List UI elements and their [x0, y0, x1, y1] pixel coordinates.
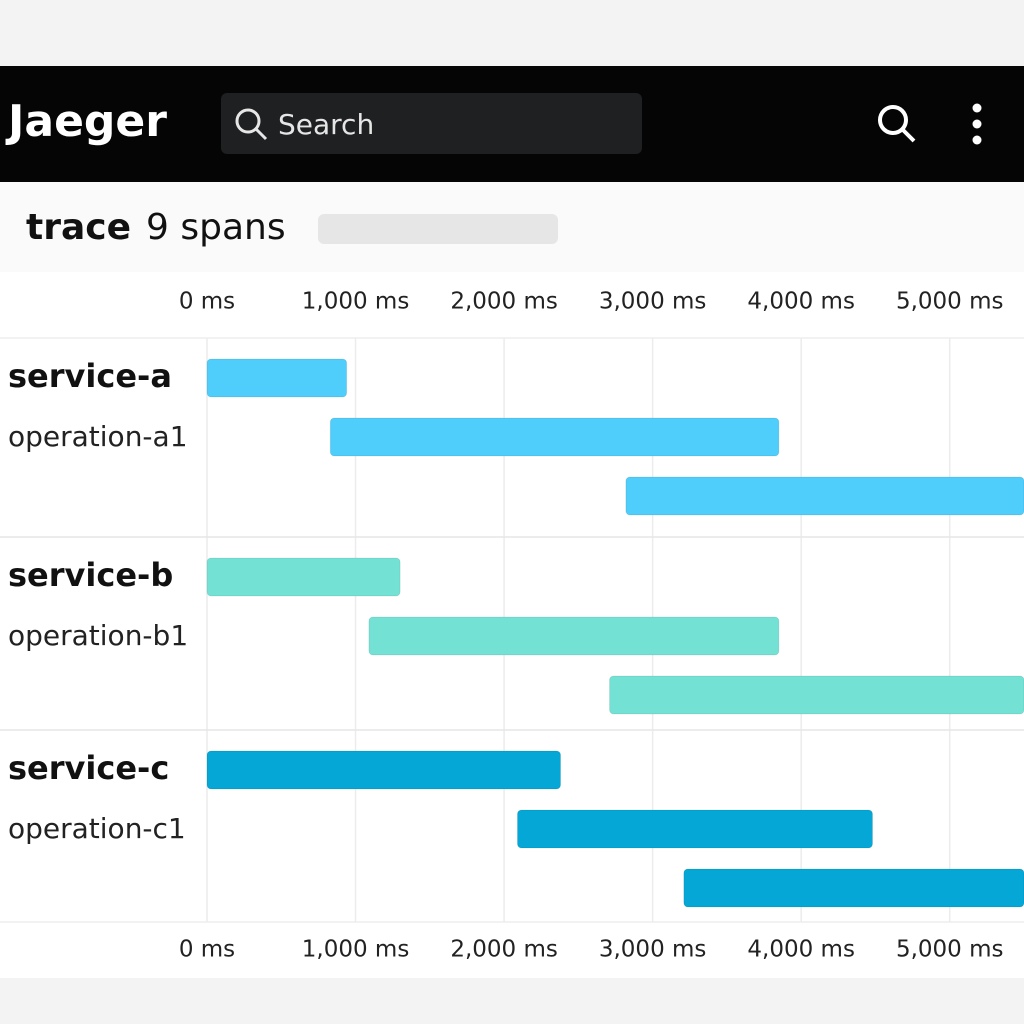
x-tick-label: 2,000 ms — [450, 937, 558, 963]
search-icon — [235, 108, 268, 141]
x-tick-label: 0 ms — [179, 937, 235, 963]
span-bar — [206, 750, 562, 790]
x-tick-label: 3,000 ms — [599, 937, 707, 963]
logo[interactable]: Jaeger — [5, 96, 167, 147]
search-button[interactable] — [878, 105, 916, 143]
placeholder-bar — [318, 214, 558, 244]
search-box[interactable] — [221, 93, 642, 154]
span-bar — [206, 358, 348, 398]
span-bar — [516, 809, 873, 849]
span-bar — [609, 675, 1024, 715]
operation-name: operation-c1 — [8, 812, 186, 845]
x-tick-label: 5,000 ms — [896, 289, 1004, 315]
x-tick-label: 4,000 ms — [747, 937, 855, 963]
span-bar — [625, 476, 1024, 516]
x-tick-label: 1,000 ms — [302, 289, 410, 315]
x-tick-label: 5,000 ms — [896, 937, 1004, 963]
service-name: service-a — [8, 357, 172, 395]
x-tick-label: 1,000 ms — [302, 937, 410, 963]
trace-title: trace — [26, 207, 131, 248]
operation-name: operation-b1 — [8, 619, 188, 652]
operation-name: operation-a1 — [8, 420, 188, 453]
service-name: service-b — [8, 556, 173, 594]
span-bar — [329, 417, 780, 457]
span-count: 9 spans — [146, 207, 286, 248]
span-bar — [206, 557, 401, 597]
x-tick-label: 2,000 ms — [450, 289, 558, 315]
timeline: 0 ms 0 ms 1,000 ms 1,000 ms 2,000 ms 2,000 ms… — [0, 289, 1024, 963]
x-tick-label: 0 ms — [179, 289, 235, 315]
span-bar — [683, 868, 1024, 908]
x-tick-label: 3,000 ms — [599, 289, 707, 315]
span-bar — [368, 616, 780, 656]
service-name: service-c — [8, 749, 169, 787]
x-tick-label: 4,000 ms — [747, 289, 855, 315]
menu-button[interactable] — [972, 103, 982, 145]
search-placeholder: Search — [278, 108, 374, 141]
